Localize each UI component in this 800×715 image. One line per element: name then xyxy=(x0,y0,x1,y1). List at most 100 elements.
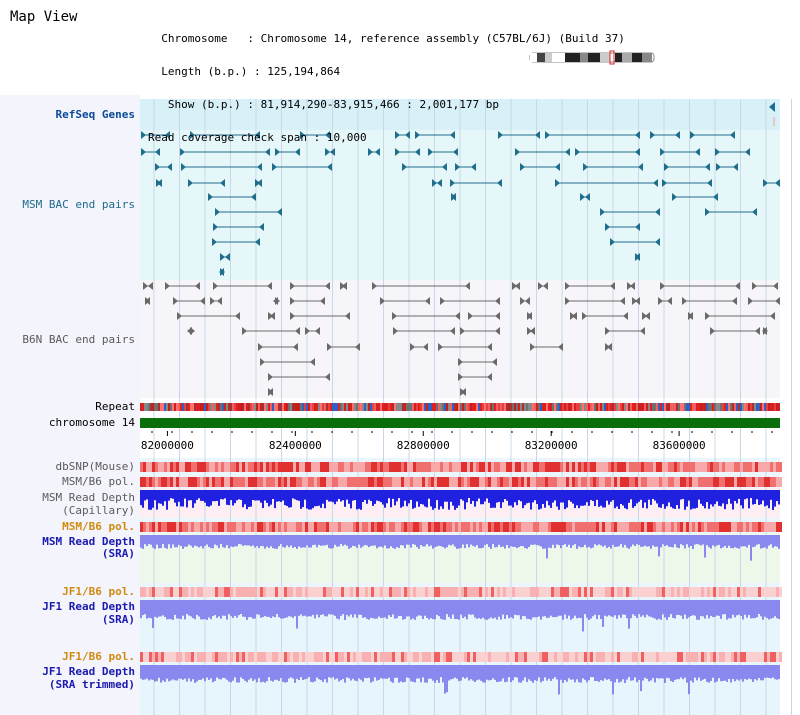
msm-bac-feature-arrow xyxy=(141,131,146,139)
track-label-b6n-bac[interactable]: B6N BAC end pairs xyxy=(22,333,135,346)
jf1-sra-depth-bar xyxy=(546,600,548,618)
jf1-pol-cell xyxy=(599,587,602,597)
capillary-depth-bar xyxy=(364,490,366,500)
repeat-element xyxy=(188,403,190,411)
dbsnp-cell xyxy=(626,462,629,472)
capillary-depth-bar xyxy=(764,490,766,507)
repeat-element xyxy=(268,403,270,411)
jf1-sra-depth-bar xyxy=(650,600,652,617)
jf1-pol-cell-2 xyxy=(236,652,239,662)
jf1-pol-cell xyxy=(635,587,638,597)
jf1-pol-cell-2 xyxy=(293,652,296,662)
axis-tick-label: 82000000 xyxy=(141,439,194,452)
b6n-bac-feature-arrow xyxy=(310,358,315,366)
repeat-element xyxy=(552,403,554,411)
msm-sra-depth-bar xyxy=(182,535,184,549)
jf1-sra-depth-bar xyxy=(412,600,414,619)
capillary-depth-bar xyxy=(542,490,544,504)
repeat-element xyxy=(634,403,636,411)
repeat-element xyxy=(614,403,616,411)
b6n-bac-feature-arrow xyxy=(543,282,548,290)
msm-pol-cell-2 xyxy=(251,522,254,532)
track-label-msm-bac[interactable]: MSM BAC end pairs xyxy=(22,198,135,211)
capillary-depth-bar xyxy=(662,490,664,505)
jf1-pol-cell-2 xyxy=(590,652,593,662)
jf1-pol-cell xyxy=(431,587,434,597)
capillary-depth-bar xyxy=(176,490,178,507)
capillary-depth-bar xyxy=(490,490,492,508)
b6n-bac-feature-arrow xyxy=(217,297,222,305)
jf1-sra-depth-bar xyxy=(682,600,684,619)
jf1-sra-depth-bar xyxy=(348,600,350,617)
jf1-pol-cell-2 xyxy=(641,652,644,662)
capillary-depth-bar xyxy=(192,490,194,508)
capillary-depth-bar xyxy=(302,490,304,508)
msm-pol-cell-2 xyxy=(584,522,587,532)
msm-sra-depth-bar xyxy=(750,535,752,561)
jf1-sra-depth-bar xyxy=(208,600,210,618)
repeat-element xyxy=(380,403,382,411)
jf1-sra-depth-bar xyxy=(584,600,586,615)
repeat-element xyxy=(522,403,524,411)
msm-sra-depth-bar xyxy=(172,535,174,545)
msm-bac-feature-arrow xyxy=(155,163,160,171)
msm-pol-cell xyxy=(677,477,680,487)
jf1-trim-depth-bar xyxy=(750,665,752,680)
jf1-pol-cell-2 xyxy=(299,652,302,662)
jf1-pol-cell-2 xyxy=(233,652,236,662)
msm-pol-cell-2 xyxy=(269,522,272,532)
capillary-depth-bar xyxy=(162,490,164,506)
repeat-element xyxy=(404,403,406,411)
msm-sra-depth-bar xyxy=(672,535,674,548)
ideogram-band xyxy=(552,53,565,62)
jf1-sra-depth-bar xyxy=(606,600,608,617)
dbsnp-cell xyxy=(446,462,449,472)
jf1-pol-cell-2 xyxy=(413,652,416,662)
jf1-pol-cell xyxy=(275,587,278,597)
jf1-sra-depth-bar xyxy=(432,600,434,620)
jf1-pol-cell-2 xyxy=(527,652,530,662)
msm-pol-cell xyxy=(506,477,509,487)
b6n-bac-feature-arrow xyxy=(630,282,635,290)
track-label-refseq[interactable]: RefSeq Genes xyxy=(55,108,135,121)
dbsnp-cell xyxy=(188,462,191,472)
msm-pol-cell xyxy=(686,477,689,487)
msm-sra-depth-bar xyxy=(774,535,776,547)
capillary-depth-bar xyxy=(448,490,450,510)
jf1-pol-cell xyxy=(716,587,719,597)
msm-pol-cell-2 xyxy=(611,522,614,532)
jf1-pol-cell-2 xyxy=(185,652,188,662)
capillary-depth-bar xyxy=(146,490,148,500)
msm-pol-cell xyxy=(278,477,281,487)
ideogram-band xyxy=(545,53,552,62)
repeat-element xyxy=(140,403,142,411)
repeat-element xyxy=(720,403,722,411)
jf1-sra-depth-bar xyxy=(478,600,480,619)
jf1-trim-depth-bar xyxy=(654,665,656,683)
jf1-trim-depth-bar xyxy=(660,665,662,679)
jf1-trim-depth-bar xyxy=(214,665,216,681)
jf1-sra-depth-bar xyxy=(200,600,202,620)
track-label-dbsnp: dbSNP(Mouse) xyxy=(55,460,135,473)
msm-pol-cell xyxy=(581,477,584,487)
jf1-pol-cell-2 xyxy=(482,652,485,662)
msm-pol-cell xyxy=(248,477,251,487)
msm-sra-depth-bar xyxy=(634,535,636,547)
msm-pol-cell xyxy=(557,477,560,487)
jf1-sra-depth-bar xyxy=(334,600,336,616)
msm-pol-cell xyxy=(467,477,470,487)
msm-sra-depth-bar xyxy=(148,535,150,545)
capillary-depth-bar xyxy=(322,490,324,504)
msm-bac-feature-arrow xyxy=(715,148,720,156)
jf1-pol-cell xyxy=(419,587,422,597)
jf1-trim-depth-bar xyxy=(574,665,576,683)
jf1-pol-cell-2 xyxy=(707,652,710,662)
jf1-trim-depth-bar xyxy=(414,665,416,683)
jf1-trim-depth-bar xyxy=(326,665,328,683)
jf1-trim-depth-bar xyxy=(226,665,228,680)
msm-sra-depth-bar xyxy=(416,535,418,548)
msm-pol-cell xyxy=(689,477,692,487)
dbsnp-cell xyxy=(227,462,230,472)
capillary-depth-bar xyxy=(430,490,432,507)
